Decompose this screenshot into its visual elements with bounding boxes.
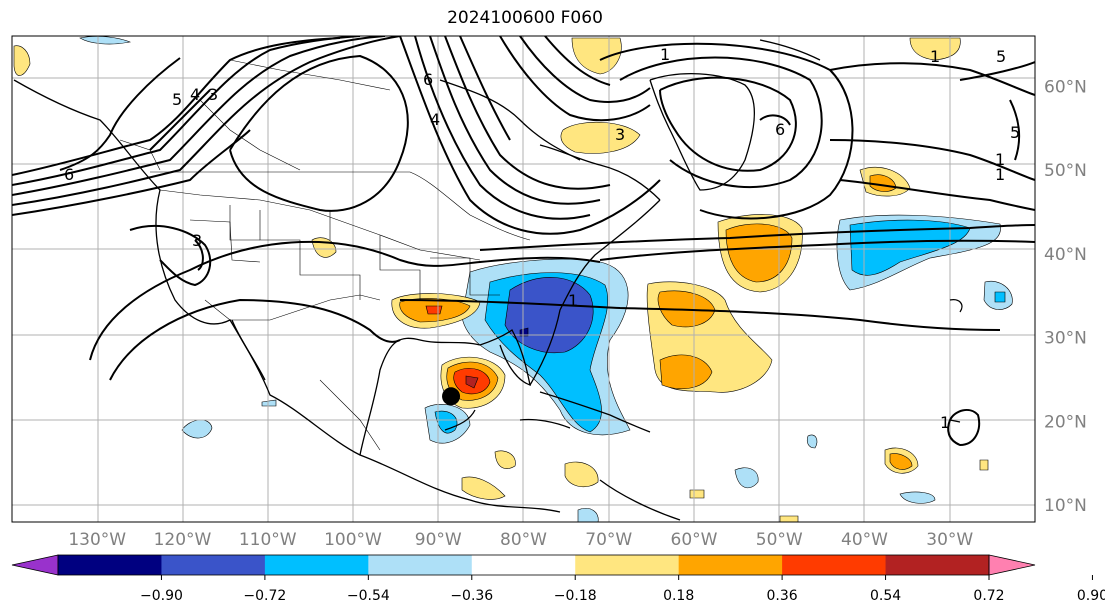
colorbar-segment <box>368 555 473 575</box>
latitude-tick-label: 40°N <box>1044 245 1087 265</box>
map-title: 2024100600 F060 <box>447 8 603 28</box>
longitude-tick-label: 90°W <box>415 530 462 550</box>
colorbar <box>11 554 1036 576</box>
contour-label: 1 <box>940 413 950 432</box>
latitude-tick-label: 20°N <box>1044 412 1087 432</box>
contour-label: 5 <box>996 47 1006 66</box>
colorbar-tick-label: −0.54 <box>347 588 390 604</box>
contour-label: 6 <box>64 165 74 184</box>
colorbar-tick-label: 0.36 <box>767 588 798 604</box>
longitude-tick-label: 100°W <box>324 530 382 550</box>
latitude-tick-label: 30°N <box>1044 329 1087 349</box>
colorbar-extend-high <box>988 554 1036 576</box>
contour-labels: 5 4 3 6 6 4 1 5 6 1 5 1 3 1 1 3 1 <box>64 45 1020 432</box>
colorbar-tick-label: −0.36 <box>450 588 493 604</box>
colorbar-frame <box>57 554 990 576</box>
map-frame <box>11 35 1036 523</box>
longitude-tick-label: 50°W <box>756 530 803 550</box>
colorbar-segment <box>885 555 990 575</box>
contour-label: 3 <box>615 125 625 144</box>
contour-label: 6 <box>775 120 785 139</box>
colorbar-segment <box>575 555 680 575</box>
colorbar-segment <box>782 555 887 575</box>
longitude-tick-label: 130°W <box>68 530 126 550</box>
contour-label: 1 <box>568 291 578 310</box>
contour-label: 4 <box>190 85 200 104</box>
contour-label: 5 <box>172 90 182 109</box>
colorbar-tick-label: 0.54 <box>870 588 901 604</box>
height-contours <box>12 36 1035 447</box>
longitude-tick-label: 40°W <box>841 530 888 550</box>
colorbar-tick-label: −0.18 <box>554 588 597 604</box>
contour-label: 4 <box>430 110 440 129</box>
longitude-tick-label: 110°W <box>239 530 297 550</box>
latitude-tick-label: 10°N <box>1044 496 1087 516</box>
colorbar-extend-low <box>11 554 59 576</box>
colorbar-segment <box>58 555 162 575</box>
colorbar-segment <box>678 555 783 575</box>
longitude-tick-labels: 130°W 120°W 110°W 100°W 90°W 80°W 70°W 60°W 50°W… <box>68 530 973 550</box>
colorbar-tick-label: 0.18 <box>663 588 694 604</box>
colorbar-tick-label: 0.72 <box>973 588 1004 604</box>
latitude-tick-label: 50°N <box>1044 161 1087 181</box>
contour-label: 3 <box>192 231 202 250</box>
contour-label: 1 <box>660 45 670 64</box>
longitude-tick-label: 70°W <box>585 530 632 550</box>
colorbar-tick-label: −0.72 <box>243 588 286 604</box>
storm-center-marker <box>442 387 461 406</box>
colorbar-tick-label: 0.90 <box>1077 588 1105 604</box>
contour-label: 6 <box>423 70 433 89</box>
longitude-tick-label: 30°W <box>926 530 973 550</box>
contour-label: 3 <box>208 85 218 104</box>
contour-label: 1 <box>995 150 1005 169</box>
colorbar-tick-label: −0.90 <box>140 588 183 604</box>
colorbar-tick-labels: −0.90 −0.72 −0.54 −0.36 −0.18 0.18 0.36 0.54 0.7… <box>140 575 1105 604</box>
latitude-tick-label: 60°N <box>1044 77 1087 97</box>
longitude-tick-label: 80°W <box>500 530 547 550</box>
contour-label: 5 <box>1010 123 1020 142</box>
colorbar-segment <box>161 555 266 575</box>
contour-label: 1 <box>930 47 940 66</box>
colorbar-segment <box>264 555 369 575</box>
longitude-tick-label: 120°W <box>154 530 212 550</box>
longitude-tick-label: 60°W <box>671 530 718 550</box>
contour-label: 1 <box>995 165 1005 184</box>
gridlines <box>12 36 1035 522</box>
latitude-tick-labels: 60°N 50°N 40°N 30°N 20°N 10°N <box>1044 77 1087 516</box>
colorbar-segment <box>471 555 576 575</box>
